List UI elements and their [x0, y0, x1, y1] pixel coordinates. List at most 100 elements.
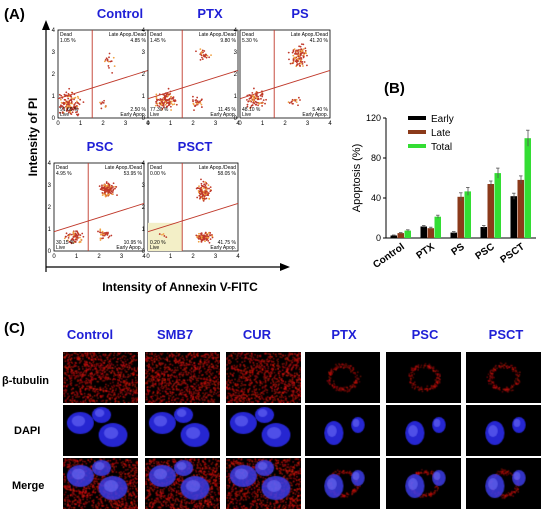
event-dot — [202, 54, 205, 56]
event-dot — [204, 190, 207, 193]
event-dot — [206, 238, 209, 241]
flow-title-control: Control — [96, 6, 144, 21]
micrograph-tile — [386, 352, 461, 403]
event-dot — [158, 102, 161, 105]
event-dot — [167, 87, 170, 90]
tick-label-y: 1 — [142, 227, 146, 233]
event-dot — [199, 101, 202, 104]
event-dot — [104, 106, 107, 108]
col-title-psc: PSC — [411, 327, 439, 342]
event-dot — [192, 100, 194, 103]
tick-label-x: 3 — [124, 121, 128, 127]
event-dot — [110, 190, 113, 193]
event-dot — [294, 52, 297, 55]
event-dot — [295, 98, 298, 101]
event-dot — [200, 186, 203, 189]
event-dot — [199, 59, 202, 61]
event-dot — [200, 190, 203, 193]
event-dot — [103, 187, 106, 190]
event-dot — [298, 62, 301, 65]
quad-value-late: 9.80 % — [220, 38, 236, 44]
event-dot — [203, 55, 205, 58]
event-dot — [260, 93, 263, 96]
event-dot — [78, 236, 81, 239]
event-dot — [161, 233, 163, 236]
quad-label-late: Late Apop./Dead — [105, 165, 142, 171]
event-dot — [71, 91, 74, 94]
quad-label-early: Early Apop. — [116, 245, 142, 251]
quad-label-late: Late Apop./Dead — [291, 32, 328, 38]
tick-label-y: 0 — [48, 249, 52, 255]
event-dot — [112, 186, 114, 188]
event-dot — [72, 239, 75, 241]
gate-horizontal — [239, 70, 331, 100]
event-dot — [300, 61, 303, 63]
tick-label-x: 0 — [52, 254, 56, 260]
event-dot — [257, 95, 260, 98]
event-dot — [201, 193, 204, 195]
quad-label-early: Early Apop. — [210, 112, 236, 118]
legend-label: Total — [431, 142, 452, 153]
event-dot — [306, 54, 308, 57]
tick-label-x: 0 — [146, 254, 150, 260]
event-dot — [164, 103, 167, 106]
event-dot — [302, 48, 305, 51]
quad-value-live: 48.10 % — [242, 107, 261, 113]
quad-label-late: Late Apop./Dead — [109, 32, 146, 38]
event-dot — [251, 94, 254, 97]
tick-label-y: 3 — [48, 183, 52, 189]
quad-value-dead: 0.00 % — [150, 171, 166, 177]
event-dot — [107, 186, 109, 189]
event-dot — [287, 51, 290, 54]
event-dot — [173, 100, 176, 103]
gate-horizontal — [57, 70, 149, 100]
legend-label: Late — [431, 128, 451, 139]
event-dot — [198, 235, 201, 238]
quad-value-early: 10.95 % — [124, 240, 143, 246]
event-dot — [110, 234, 113, 237]
event-dot — [67, 236, 70, 239]
event-dot — [80, 238, 83, 241]
x-category-label: PTX — [414, 241, 437, 261]
event-dot — [292, 99, 295, 102]
event-dot — [246, 103, 249, 106]
event-dot — [199, 237, 202, 240]
live-quadrant-highlight — [148, 222, 183, 251]
event-dot — [158, 233, 161, 235]
event-dot — [60, 94, 63, 97]
event-dot — [66, 108, 69, 111]
quad-label-live: Live — [56, 245, 65, 251]
event-dot — [108, 66, 110, 69]
event-dot — [209, 186, 212, 189]
event-dot — [165, 102, 168, 105]
quad-value-early: 11.45 % — [218, 107, 237, 113]
event-dot — [100, 186, 103, 189]
event-dot — [112, 189, 114, 192]
tick-label-x: 2 — [283, 121, 287, 127]
event-dot — [106, 188, 108, 191]
event-dot — [155, 93, 158, 96]
tick-label-y: 2 — [234, 72, 238, 78]
event-dot — [210, 189, 212, 192]
event-dot — [73, 232, 75, 235]
event-dot — [202, 180, 205, 183]
event-dot — [76, 100, 78, 103]
event-dot — [290, 101, 293, 104]
event-dot — [70, 233, 73, 236]
micrograph-tile — [63, 405, 138, 456]
event-dot — [252, 101, 255, 104]
event-dot — [68, 105, 70, 107]
event-dot — [194, 99, 197, 102]
event-dot — [99, 239, 102, 241]
event-dot — [253, 97, 255, 100]
event-dot — [254, 100, 257, 103]
event-dot — [74, 106, 77, 109]
event-dot — [68, 87, 71, 90]
event-dot — [208, 241, 211, 244]
event-dot — [291, 51, 294, 54]
event-dot — [76, 235, 79, 237]
bar — [390, 235, 397, 238]
event-dot — [299, 54, 302, 57]
event-dot — [100, 107, 103, 110]
event-dot — [195, 101, 197, 104]
